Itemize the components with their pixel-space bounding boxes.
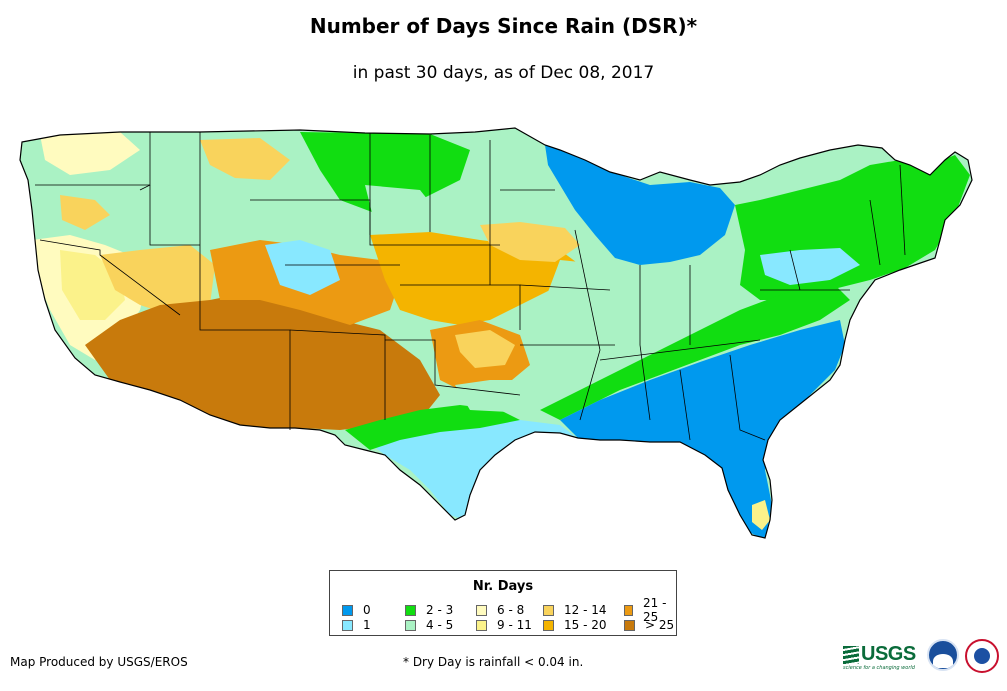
footnote-text: * Dry Day is rainfall < 0.04 in. xyxy=(403,655,584,669)
usgs-logo: USGS xyxy=(843,643,916,666)
region-southeast xyxy=(560,320,845,538)
legend-label: 2 - 3 xyxy=(426,603,454,617)
noaa-logo-icon xyxy=(927,639,959,671)
region-north-texas xyxy=(455,380,540,412)
usgs-mark-icon xyxy=(843,645,859,664)
legend-title: Nr. Days xyxy=(472,579,534,594)
us-outline xyxy=(19,127,973,539)
legend-label: 12 - 14 xyxy=(564,603,607,617)
region-oklahoma xyxy=(455,330,515,368)
legend-item: 12 - 14 xyxy=(543,603,607,617)
region-montana xyxy=(200,138,290,180)
legend-label: 6 - 8 xyxy=(497,603,525,617)
legend-item: 4 - 5 xyxy=(405,618,453,632)
region-southwest-desert xyxy=(85,290,440,430)
region-great-lakes xyxy=(545,145,735,265)
region-south-florida xyxy=(752,500,770,530)
legend-label: 21 - 25 xyxy=(642,596,667,624)
legend-label: 0 xyxy=(363,603,371,617)
legend-item: 6 - 8 xyxy=(476,603,524,617)
legend-label: 1 xyxy=(363,618,371,632)
credit-text: Map Produced by USGS/EROS xyxy=(10,655,188,669)
legend-swatch xyxy=(624,604,633,616)
legend-swatch xyxy=(476,604,487,616)
legend-swatch xyxy=(543,619,554,631)
region-south-texas xyxy=(345,405,520,450)
region-ohio-valley-band xyxy=(540,280,850,420)
region-dakota-mix xyxy=(365,185,440,230)
legend-item: 0 xyxy=(342,603,371,617)
region-oregon xyxy=(60,195,110,230)
legend-label: 15 - 20 xyxy=(564,618,607,632)
legend-item: 2 - 3 xyxy=(405,603,453,617)
legend-swatch xyxy=(342,619,353,631)
legend-label: 9 - 11 xyxy=(497,618,532,632)
legend-item: 9 - 11 xyxy=(476,618,532,632)
legend-item: 1 xyxy=(342,618,371,632)
legend-swatch xyxy=(405,619,416,631)
legend-swatch xyxy=(543,604,554,616)
region-pacific-northwest xyxy=(40,132,140,175)
nws-logo-icon xyxy=(965,639,999,673)
region-great-basin xyxy=(100,245,215,315)
usgs-tagline: science for a changing world xyxy=(843,665,915,671)
legend-swatch xyxy=(342,604,353,616)
legend-label: > 25 xyxy=(645,618,675,632)
legend-swatch xyxy=(624,619,635,631)
legend-label: 4 - 5 xyxy=(426,618,454,632)
map-subtitle: in past 30 days, as of Dec 08, 2017 xyxy=(352,63,655,83)
map-fill xyxy=(20,128,972,538)
usgs-logo-text: USGS xyxy=(861,643,916,665)
state-boundaries xyxy=(35,132,906,441)
legend-swatch xyxy=(405,604,416,616)
region-iowa xyxy=(480,222,580,262)
legend-item: 21 - 25 xyxy=(624,596,676,624)
region-pennsylvania xyxy=(760,248,860,285)
region-midwest xyxy=(545,260,740,350)
legend-swatch xyxy=(476,619,487,631)
legend-item: 15 - 20 xyxy=(543,618,607,632)
map-title: Number of Days Since Rain (DSR)* xyxy=(309,14,698,38)
legend-item: > 25 xyxy=(624,618,674,632)
agency-logos: USGS science for a changing world xyxy=(843,637,1003,677)
region-colorado-high xyxy=(265,240,340,295)
region-northern-plains xyxy=(300,132,470,215)
